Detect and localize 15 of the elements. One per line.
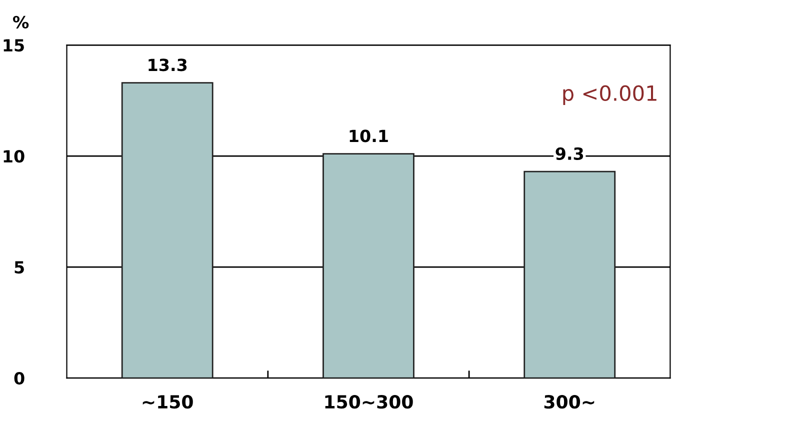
annotation: p <0.001 xyxy=(563,85,656,106)
bar xyxy=(524,170,616,378)
data-label: 10.1 xyxy=(350,130,388,142)
x-tick-label: 150∼300 xyxy=(325,394,413,409)
y-tick-label: 0 xyxy=(14,372,24,385)
data-label: 9.3 xyxy=(556,147,584,160)
data-label: 13.3 xyxy=(148,58,187,72)
y-tick-label: 15 xyxy=(4,39,24,52)
bar xyxy=(121,82,214,378)
x-tick-label: ∼150 xyxy=(142,394,193,409)
x-tick-label: 300∼ xyxy=(544,394,594,409)
bar xyxy=(322,153,414,378)
y-tick-label: 5 xyxy=(14,261,24,274)
y-axis-title: % xyxy=(13,16,29,28)
y-tick-label: 10 xyxy=(4,150,24,163)
